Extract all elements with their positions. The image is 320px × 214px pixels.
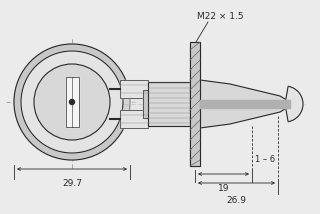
Bar [143, 90, 148, 118]
Text: 1 – 6: 1 – 6 [255, 156, 275, 165]
Bar [190, 42, 200, 166]
Bar [120, 80, 148, 98]
Bar [120, 110, 148, 128]
Text: 19: 19 [218, 184, 229, 193]
Text: M22 × 1.5: M22 × 1.5 [197, 12, 243, 21]
Circle shape [14, 44, 130, 160]
Text: 26.9: 26.9 [227, 196, 246, 205]
Text: 29.7: 29.7 [62, 179, 82, 188]
Bar [143, 90, 148, 118]
Bar [190, 42, 200, 166]
Text: Ø 29.5: Ø 29.5 [162, 91, 171, 117]
Bar [120, 80, 148, 98]
Circle shape [21, 51, 123, 153]
Bar [200, 100, 290, 108]
Wedge shape [285, 86, 303, 122]
Bar [148, 82, 190, 126]
Bar [120, 110, 148, 128]
Bar [66, 77, 78, 127]
Bar [148, 82, 190, 126]
Circle shape [69, 100, 75, 104]
Bar [120, 82, 148, 126]
Circle shape [34, 64, 110, 140]
Polygon shape [200, 80, 290, 128]
Bar [66, 77, 78, 127]
